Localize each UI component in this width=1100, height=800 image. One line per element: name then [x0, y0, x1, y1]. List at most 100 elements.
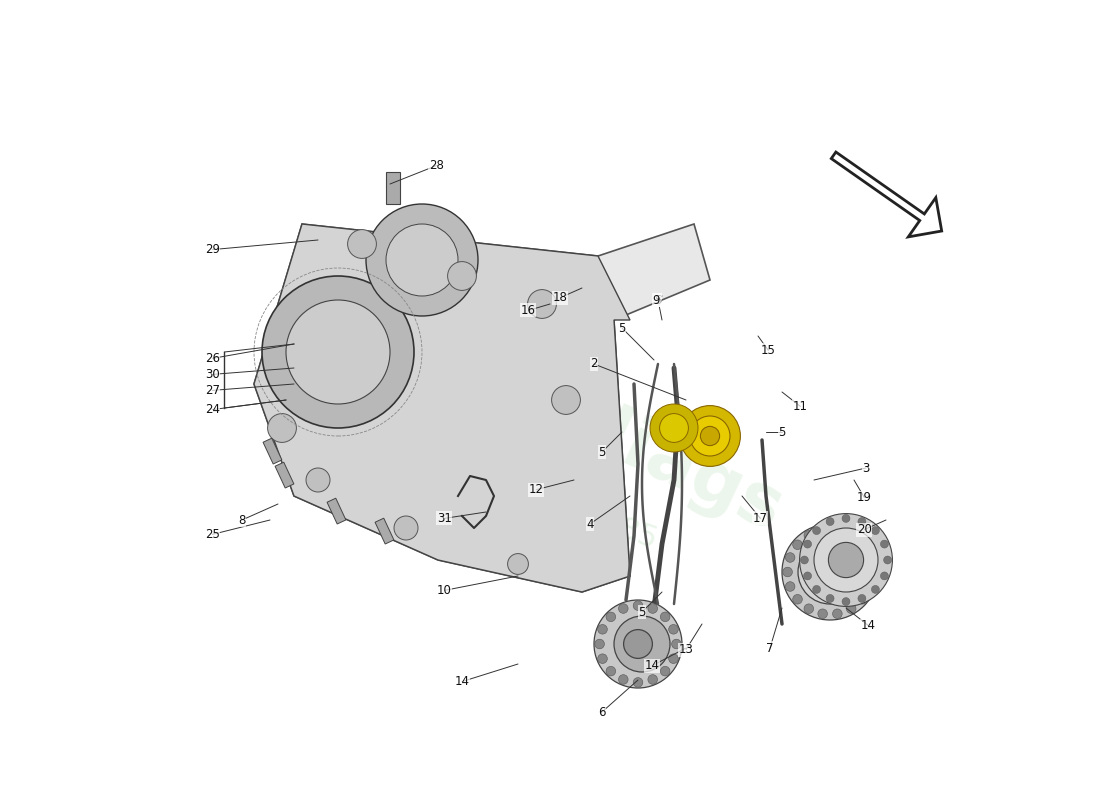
- Circle shape: [814, 528, 878, 592]
- Circle shape: [871, 526, 879, 534]
- Text: 5: 5: [638, 606, 646, 618]
- Bar: [327, 498, 345, 524]
- Text: 13: 13: [679, 643, 693, 656]
- Text: 24: 24: [205, 403, 220, 416]
- Circle shape: [833, 609, 843, 618]
- Text: 2: 2: [591, 358, 597, 370]
- Circle shape: [813, 526, 821, 534]
- Circle shape: [858, 594, 867, 604]
- Text: 8: 8: [239, 514, 245, 526]
- Circle shape: [783, 567, 792, 577]
- Circle shape: [624, 630, 652, 658]
- Circle shape: [804, 540, 812, 548]
- Bar: [386, 172, 400, 204]
- Circle shape: [880, 572, 889, 580]
- Circle shape: [306, 468, 330, 492]
- Circle shape: [842, 598, 850, 606]
- Circle shape: [614, 616, 670, 672]
- Circle shape: [597, 625, 607, 634]
- Circle shape: [833, 526, 843, 535]
- Text: 31: 31: [437, 512, 452, 525]
- Circle shape: [386, 224, 458, 296]
- Bar: [263, 438, 282, 464]
- Circle shape: [846, 604, 856, 614]
- Circle shape: [826, 594, 834, 602]
- Text: 9: 9: [652, 294, 660, 306]
- Circle shape: [865, 582, 874, 591]
- Circle shape: [817, 609, 827, 618]
- Text: 19: 19: [857, 491, 872, 504]
- Circle shape: [690, 416, 730, 456]
- Circle shape: [804, 604, 814, 614]
- Circle shape: [846, 530, 856, 540]
- Text: 30: 30: [205, 368, 220, 381]
- Text: 14: 14: [645, 659, 660, 672]
- Text: a part of part085: a part of part085: [406, 438, 661, 554]
- Text: 3: 3: [862, 462, 870, 474]
- Circle shape: [669, 654, 679, 663]
- Text: 29: 29: [205, 243, 220, 256]
- Circle shape: [648, 674, 658, 684]
- Circle shape: [785, 553, 795, 562]
- Text: 25: 25: [205, 528, 220, 541]
- Bar: [375, 518, 394, 544]
- Text: 11: 11: [793, 400, 807, 413]
- Text: 5: 5: [654, 294, 662, 306]
- Text: 15: 15: [761, 344, 776, 357]
- Circle shape: [865, 553, 874, 562]
- Text: 6: 6: [598, 706, 606, 718]
- Circle shape: [672, 639, 681, 649]
- Circle shape: [793, 594, 802, 604]
- Text: 20: 20: [857, 523, 872, 536]
- Circle shape: [551, 386, 581, 414]
- Text: 16: 16: [521, 304, 536, 317]
- Circle shape: [817, 526, 827, 535]
- Text: 28: 28: [429, 159, 443, 172]
- Circle shape: [648, 604, 658, 614]
- Circle shape: [597, 654, 607, 663]
- Text: 26: 26: [205, 352, 220, 365]
- Circle shape: [800, 514, 892, 606]
- Text: 17: 17: [752, 512, 768, 525]
- Circle shape: [660, 612, 670, 622]
- Text: 5: 5: [598, 446, 606, 458]
- Circle shape: [782, 524, 878, 620]
- Text: 27: 27: [205, 384, 220, 397]
- Circle shape: [650, 404, 699, 452]
- Text: 18: 18: [553, 291, 568, 304]
- Circle shape: [813, 586, 821, 594]
- Circle shape: [606, 666, 616, 676]
- Circle shape: [842, 514, 850, 522]
- Text: 14: 14: [454, 675, 470, 688]
- Text: 14: 14: [861, 619, 876, 632]
- Text: explodediags: explodediags: [274, 254, 794, 546]
- Text: 5: 5: [618, 322, 626, 334]
- Circle shape: [594, 600, 682, 688]
- Circle shape: [262, 276, 414, 428]
- Circle shape: [634, 601, 642, 610]
- Circle shape: [394, 516, 418, 540]
- Circle shape: [634, 678, 642, 687]
- Polygon shape: [254, 224, 630, 592]
- Circle shape: [618, 674, 628, 684]
- Circle shape: [801, 556, 808, 564]
- Text: 4: 4: [586, 518, 594, 530]
- Circle shape: [814, 556, 846, 588]
- Circle shape: [606, 612, 616, 622]
- Circle shape: [785, 582, 795, 591]
- Text: 10: 10: [437, 584, 452, 597]
- Bar: [275, 462, 294, 488]
- Circle shape: [507, 554, 528, 574]
- Polygon shape: [832, 152, 942, 237]
- Circle shape: [669, 625, 679, 634]
- Circle shape: [826, 518, 834, 526]
- Circle shape: [366, 204, 478, 316]
- Circle shape: [793, 540, 802, 550]
- Circle shape: [528, 290, 557, 318]
- Circle shape: [348, 230, 376, 258]
- Circle shape: [680, 406, 740, 466]
- Polygon shape: [254, 224, 710, 592]
- Circle shape: [828, 542, 864, 578]
- Circle shape: [798, 540, 862, 604]
- Text: 7: 7: [767, 642, 773, 654]
